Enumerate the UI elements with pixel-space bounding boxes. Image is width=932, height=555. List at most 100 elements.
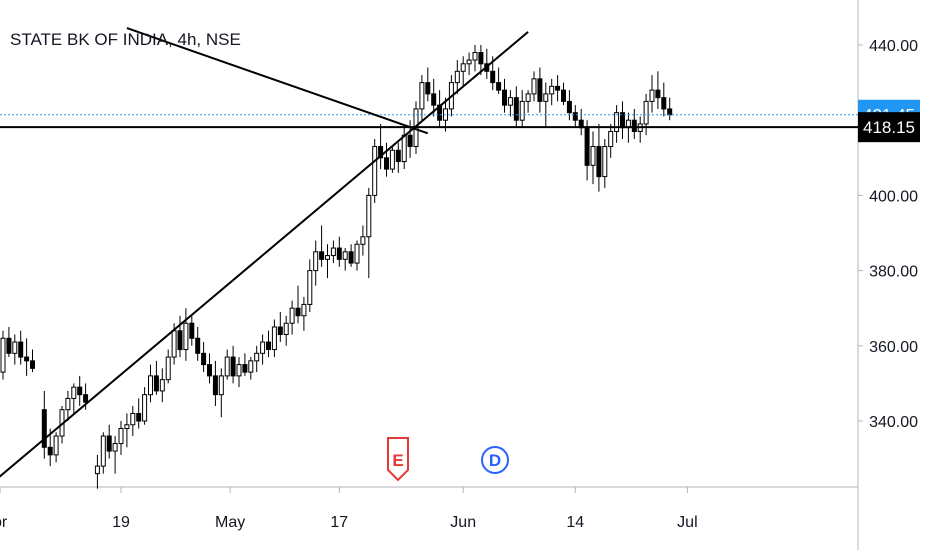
candle — [183, 308, 189, 361]
candle-body-down — [207, 364, 212, 377]
candle-body-up — [608, 130, 614, 148]
candle-body-down — [537, 78, 543, 102]
candle-body-down — [18, 341, 24, 358]
candle — [325, 244, 330, 279]
candle — [313, 240, 319, 286]
candle-body-up — [519, 100, 525, 121]
candle — [218, 368, 224, 418]
candle-body-down — [189, 322, 195, 339]
candle-body-down — [631, 119, 637, 132]
candle-body-down — [348, 251, 354, 264]
candle-body-up — [472, 52, 478, 61]
candle — [519, 90, 525, 128]
candle — [572, 105, 578, 128]
candle-body-up — [165, 356, 171, 381]
candle — [643, 93, 649, 136]
event-letter: D — [489, 451, 501, 470]
candle-body-up — [307, 270, 313, 305]
candle-body-down — [425, 82, 431, 95]
candle-body-up — [236, 364, 242, 377]
candle — [242, 353, 248, 376]
candle-body-up — [590, 146, 596, 166]
candle-body-up — [112, 443, 118, 452]
candle — [378, 123, 384, 170]
y-axis[interactable]: 421.45418.15340.00360.00380.00400.00440.… — [858, 38, 920, 431]
candle-body-up — [260, 341, 266, 354]
candle-body-up — [71, 386, 77, 399]
earnings-icon[interactable]: E — [387, 437, 409, 482]
candle-body-down — [490, 70, 496, 84]
candle — [389, 146, 395, 173]
candle — [71, 383, 77, 414]
x-tick-label: Jul — [677, 514, 697, 531]
candle — [230, 345, 236, 384]
candle-body-up — [254, 352, 260, 362]
candle-body-down — [77, 386, 83, 396]
candle-body-down — [47, 446, 53, 456]
price-label-box — [858, 112, 920, 143]
candle — [649, 75, 655, 113]
candle — [631, 108, 637, 139]
candle-body-down — [6, 337, 12, 354]
candle-body-down — [431, 93, 437, 106]
candle-body-up — [466, 59, 472, 65]
candle — [18, 330, 24, 365]
candle-body-up — [354, 243, 360, 264]
candle-body-up — [183, 322, 189, 351]
candle — [655, 71, 661, 109]
candle — [384, 142, 389, 177]
event-letter: E — [392, 451, 403, 470]
candle-body-down — [655, 89, 661, 99]
candle-body-up — [531, 78, 537, 95]
candle-body-down — [502, 89, 507, 106]
candle — [366, 187, 372, 279]
candle — [94, 454, 100, 489]
earnings-icon-shape — [387, 437, 409, 482]
candle-body-down — [295, 307, 301, 317]
candle — [100, 432, 106, 474]
dividend-icon[interactable]: D — [481, 446, 509, 474]
candle — [466, 52, 472, 76]
candle — [224, 349, 230, 380]
candle — [260, 334, 266, 365]
candle-body-up — [330, 247, 336, 257]
candle — [561, 82, 566, 106]
candle-body-up — [100, 435, 106, 467]
candle — [478, 45, 484, 76]
trendlines — [0, 27, 529, 478]
candle-body-down — [277, 326, 283, 336]
candle-body-up — [454, 70, 460, 84]
candle-body-up — [525, 93, 531, 102]
candle — [12, 334, 18, 365]
candle — [266, 330, 271, 358]
candle — [142, 387, 148, 425]
candle — [513, 86, 519, 128]
candle-body-up — [248, 360, 254, 373]
candle-body-up — [12, 341, 18, 354]
candle — [0, 330, 6, 380]
candle — [289, 300, 295, 335]
candle-body-down — [572, 112, 578, 121]
candle-body-down — [513, 97, 519, 121]
candle-body-up — [301, 303, 307, 317]
candle — [596, 123, 602, 192]
candle-body-up — [643, 100, 649, 125]
candle-body-up — [543, 93, 549, 102]
candle — [212, 360, 218, 406]
candle-body-up — [118, 428, 124, 445]
candle — [207, 353, 212, 384]
candle-body-down — [230, 356, 236, 377]
candle — [165, 349, 171, 384]
candle — [360, 225, 366, 256]
dividend-icon-shape — [481, 446, 509, 474]
candle-body-up — [94, 465, 100, 475]
candle-body-up — [289, 307, 295, 324]
candle-body-down — [407, 134, 413, 148]
candle-body-up — [325, 255, 330, 260]
candle-body-down — [384, 157, 389, 170]
x-axis[interactable]: pr 19 May 17 Jun 14 Jul — [0, 487, 698, 531]
candle-body-up — [614, 112, 620, 132]
candle — [614, 105, 620, 143]
